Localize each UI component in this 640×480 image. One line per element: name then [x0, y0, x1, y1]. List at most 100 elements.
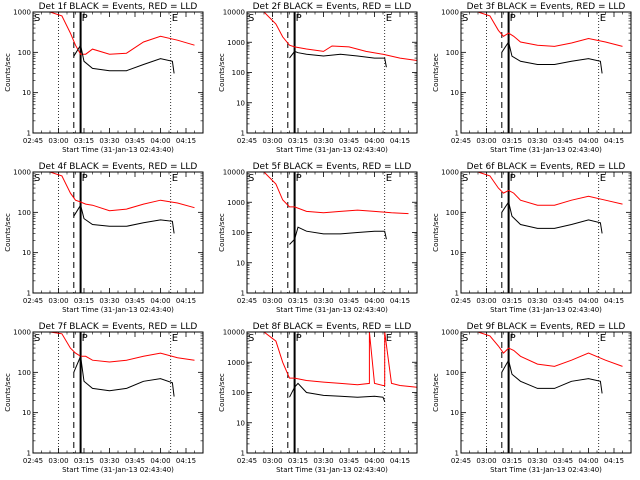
- x-tick-label: 02:45: [451, 297, 471, 305]
- y-tick-label: 1000: [13, 329, 31, 337]
- x-tick-label: 03:30: [313, 137, 333, 145]
- x-tick-label: 03:00: [476, 137, 496, 145]
- y-axis-label: Counts/sec: [218, 373, 226, 412]
- lld-series-line: [33, 12, 195, 55]
- y-tick-label: 1: [455, 130, 459, 138]
- y-axis-label: Counts/sec: [4, 213, 12, 252]
- y-axis-label: Counts/sec: [218, 213, 226, 252]
- events-series-line: [501, 40, 603, 74]
- panel-title: Det 1f BLACK = Events, RED = LLD: [39, 2, 198, 12]
- x-tick-label: 04:15: [604, 297, 624, 305]
- panel-title: Det 7f BLACK = Events, RED = LLD: [39, 322, 198, 332]
- x-tick-label: 04:00: [364, 457, 384, 465]
- lld-series-line: [33, 172, 195, 212]
- y-tick-label: 1000: [13, 9, 31, 17]
- marker-E: E: [600, 13, 606, 24]
- x-tick-label: 04:15: [604, 137, 624, 145]
- plot-frame: [246, 171, 418, 294]
- x-tick-label: 04:15: [390, 457, 410, 465]
- y-tick-label: 10000: [223, 169, 245, 177]
- x-tick-label: 04:15: [176, 137, 196, 145]
- marker-P: P: [510, 13, 516, 24]
- x-tick-label: 03:45: [125, 457, 145, 465]
- marker-S: S: [462, 333, 468, 344]
- x-tick-label: 02:45: [237, 297, 257, 305]
- marker-E: E: [386, 13, 392, 24]
- x-tick-label: 03:00: [262, 457, 282, 465]
- events-series-line: [73, 43, 175, 74]
- panel-8f: Det 8f BLACK = Events, RED = LLD Counts/s…: [218, 322, 418, 474]
- x-tick-label: 04:00: [364, 297, 384, 305]
- y-tick-label: 10: [22, 89, 31, 97]
- y-tick-label: 1: [241, 130, 245, 138]
- y-tick-label: 10: [22, 409, 31, 417]
- y-tick-label: 100: [446, 49, 459, 57]
- panel-title: Det 4f BLACK = Events, RED = LLD: [39, 162, 198, 172]
- y-tick-label: 1: [27, 450, 31, 458]
- x-tick-label: 03:30: [99, 457, 119, 465]
- marker-P: P: [82, 333, 88, 344]
- y-tick-label: 1: [27, 130, 31, 138]
- marker-S: S: [462, 13, 468, 24]
- y-axis-label: Counts/sec: [4, 53, 12, 92]
- events-series-line: [289, 382, 386, 402]
- y-tick-label: 1000: [441, 329, 459, 337]
- x-tick-label: 02:45: [23, 137, 43, 145]
- x-axis-label: Start Time (31-Jan-13 02:43:40): [276, 146, 388, 154]
- x-axis-label: Start Time (31-Jan-13 02:43:40): [490, 466, 602, 474]
- x-tick-label: 03:15: [74, 297, 94, 305]
- x-tick-label: 03:30: [313, 457, 333, 465]
- marker-E: E: [172, 333, 178, 344]
- plot-frame: [246, 11, 418, 134]
- events-series-line: [289, 50, 387, 68]
- events-series-line: [289, 226, 387, 245]
- x-tick-label: 04:00: [578, 137, 598, 145]
- y-axis-label: Counts/sec: [432, 373, 440, 412]
- y-tick-label: 1000: [441, 9, 459, 17]
- x-tick-label: 04:00: [150, 457, 170, 465]
- marker-S: S: [248, 333, 254, 344]
- x-tick-label: 04:15: [176, 297, 196, 305]
- x-axis-label: Start Time (31-Jan-13 02:43:40): [490, 146, 602, 154]
- panel-title: Det 6f BLACK = Events, RED = LLD: [467, 162, 626, 172]
- panel-1f: Det 1f BLACK = Events, RED = LLD Counts/s…: [4, 2, 204, 154]
- x-tick-label: 03:00: [476, 457, 496, 465]
- panel-6f: Det 6f BLACK = Events, RED = LLD Counts/s…: [432, 162, 632, 314]
- y-tick-label: 100: [232, 389, 245, 397]
- x-tick-label: 02:45: [451, 137, 471, 145]
- events-series-line: [73, 203, 175, 234]
- panel-title: Det 9f BLACK = Events, RED = LLD: [467, 322, 626, 332]
- y-tick-label: 10000: [223, 329, 245, 337]
- x-tick-label: 03:15: [502, 457, 522, 465]
- y-axis-label: Counts/sec: [218, 53, 226, 92]
- plot-frame: [460, 11, 632, 134]
- x-axis-label: Start Time (31-Jan-13 02:43:40): [62, 466, 174, 474]
- x-tick-label: 03:45: [125, 137, 145, 145]
- x-tick-label: 03:00: [262, 137, 282, 145]
- marker-E: E: [600, 333, 606, 344]
- y-tick-label: 1000: [227, 39, 245, 47]
- x-tick-label: 03:00: [48, 137, 68, 145]
- y-axis-label: Counts/sec: [4, 373, 12, 412]
- x-tick-label: 03:30: [527, 297, 547, 305]
- x-tick-label: 02:45: [23, 297, 43, 305]
- y-tick-label: 1: [27, 290, 31, 298]
- y-tick-label: 10: [450, 249, 459, 257]
- x-axis-label: Start Time (31-Jan-13 02:43:40): [490, 306, 602, 314]
- x-tick-label: 03:15: [74, 137, 94, 145]
- plot-frame: [246, 331, 418, 454]
- marker-S: S: [34, 13, 40, 24]
- marker-P: P: [296, 173, 302, 184]
- x-tick-label: 03:30: [313, 297, 333, 305]
- marker-E: E: [386, 173, 392, 184]
- y-tick-label: 100: [446, 369, 459, 377]
- x-tick-label: 03:45: [553, 297, 573, 305]
- y-tick-label: 10000: [223, 9, 245, 17]
- x-tick-label: 03:30: [99, 137, 119, 145]
- x-tick-label: 04:00: [150, 297, 170, 305]
- x-tick-label: 03:15: [288, 457, 308, 465]
- panel-5f: Det 5f BLACK = Events, RED = LLD Counts/s…: [218, 162, 418, 314]
- x-tick-label: 03:15: [502, 137, 522, 145]
- lld-series-line: [33, 332, 195, 363]
